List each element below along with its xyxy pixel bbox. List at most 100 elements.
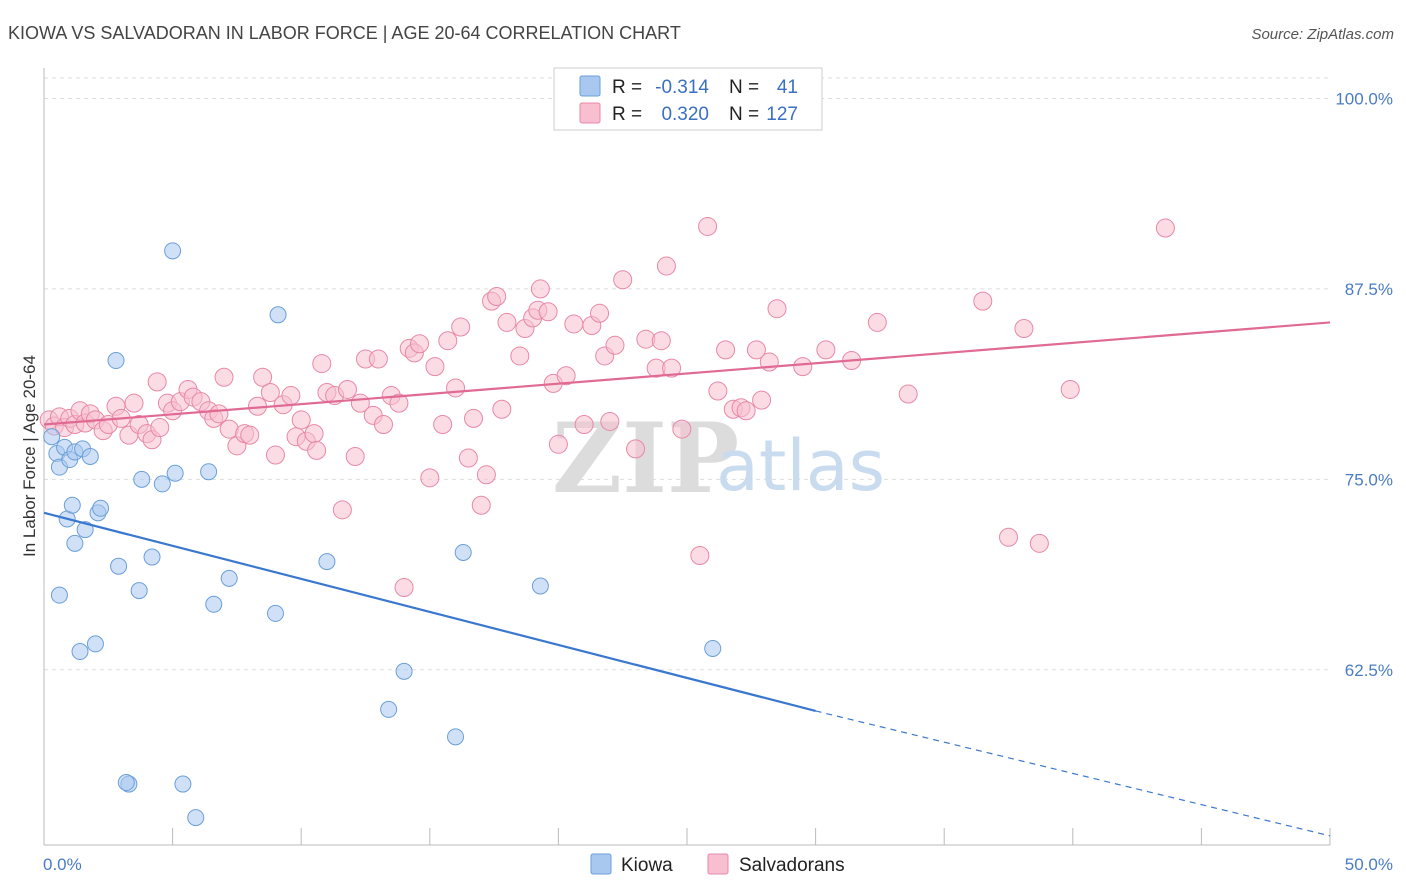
data-point [999,527,1018,547]
data-point [50,586,68,604]
data-point [43,428,61,446]
legend-r-label-kiowa: R = [612,77,642,98]
data-point [446,378,466,398]
data-point [81,448,99,465]
data-point [147,372,167,392]
data-point [548,434,568,454]
kiowa-points [43,242,722,827]
data-point [153,475,171,493]
data-point [312,354,332,374]
data-point [420,468,440,488]
data-point [497,312,517,332]
data-point [166,464,184,482]
data-point [556,366,576,386]
data-point [253,367,273,387]
data-point [867,312,887,332]
data-point [752,390,772,410]
legend-n-value-salvadorans: 127 [766,104,798,125]
data-point [66,534,84,552]
data-point [117,774,135,792]
data-point [150,418,170,438]
trend-lines [43,321,1331,837]
data-point [451,317,471,337]
data-point [205,595,223,613]
data-point [662,358,682,378]
data-point [530,279,550,299]
data-point [395,662,413,680]
data-point [1155,218,1175,238]
x-tick-label-max: 50.0% [1345,855,1393,874]
data-point [76,521,94,539]
data-point [651,331,671,351]
data-point [698,216,718,236]
data-point [973,291,993,311]
data-point [164,242,182,260]
data-point [281,386,301,406]
data-point [345,447,365,466]
y-tick-label: 87.5% [1345,280,1393,299]
data-point [337,379,357,399]
data-point [531,577,549,595]
data-point [220,569,238,587]
data-point [389,393,409,413]
data-point [767,299,787,319]
data-point [574,415,594,435]
data-point [656,256,676,276]
data-point [304,424,324,444]
data-point [110,557,128,575]
watermark: ZIP atlas [552,402,885,515]
data-point [380,700,398,718]
data-point [200,463,218,481]
data-point [471,495,491,515]
data-point [816,340,836,360]
bottom-legend-swatch-kiowa [590,853,612,875]
data-point [538,302,558,322]
legend-box: R = -0.314 N = 41 R = 0.320 N = 127 [553,67,823,131]
data-point [433,415,453,435]
data-point [476,465,496,485]
legend-n-label-salvadorans: N = [729,104,759,125]
data-point [1014,319,1034,339]
data-point [71,643,89,661]
data-point [690,546,710,566]
data-point [672,419,692,439]
data-point [374,415,394,435]
legend-n-value-kiowa: 41 [777,77,798,98]
kiowa-trend-line [43,511,816,712]
y-axis-label: In Labor Force | Age 20-64 [20,355,39,557]
data-point [626,439,646,459]
data-point [1060,379,1080,399]
data-point [487,287,507,307]
data-point [410,334,430,354]
data-point [708,381,728,401]
data-point [564,314,584,334]
y-tick-label: 75.0% [1345,470,1393,489]
data-point [107,352,125,370]
data-point [394,578,414,598]
x-ticks [43,828,1331,845]
y-tick-labels: 62.5% 75.0% 87.5% 100.0% [1335,89,1393,679]
data-point [187,809,205,827]
chart-source: Source: ZipAtlas.com [1251,26,1394,43]
data-point [454,543,472,561]
data-point [92,499,110,517]
data-point [510,346,530,366]
data-point [174,775,192,793]
data-point [307,440,327,460]
data-point [447,728,465,746]
data-point [143,548,161,566]
bottom-legend-swatch-salvadorans [707,853,729,875]
data-point [63,496,81,514]
data-point [368,349,388,369]
bottom-legend-label-salvadorans: Salvadorans [739,855,845,876]
data-point [746,340,766,360]
y-tick-label: 62.5% [1345,661,1393,680]
bottom-legend: Kiowa Salvadorans [590,853,845,876]
data-point [240,425,260,445]
data-point [265,445,285,465]
watermark-atlas: atlas [716,425,885,507]
data-point [291,410,311,430]
data-point [133,470,151,488]
data-point [492,399,512,419]
data-point [130,582,148,600]
